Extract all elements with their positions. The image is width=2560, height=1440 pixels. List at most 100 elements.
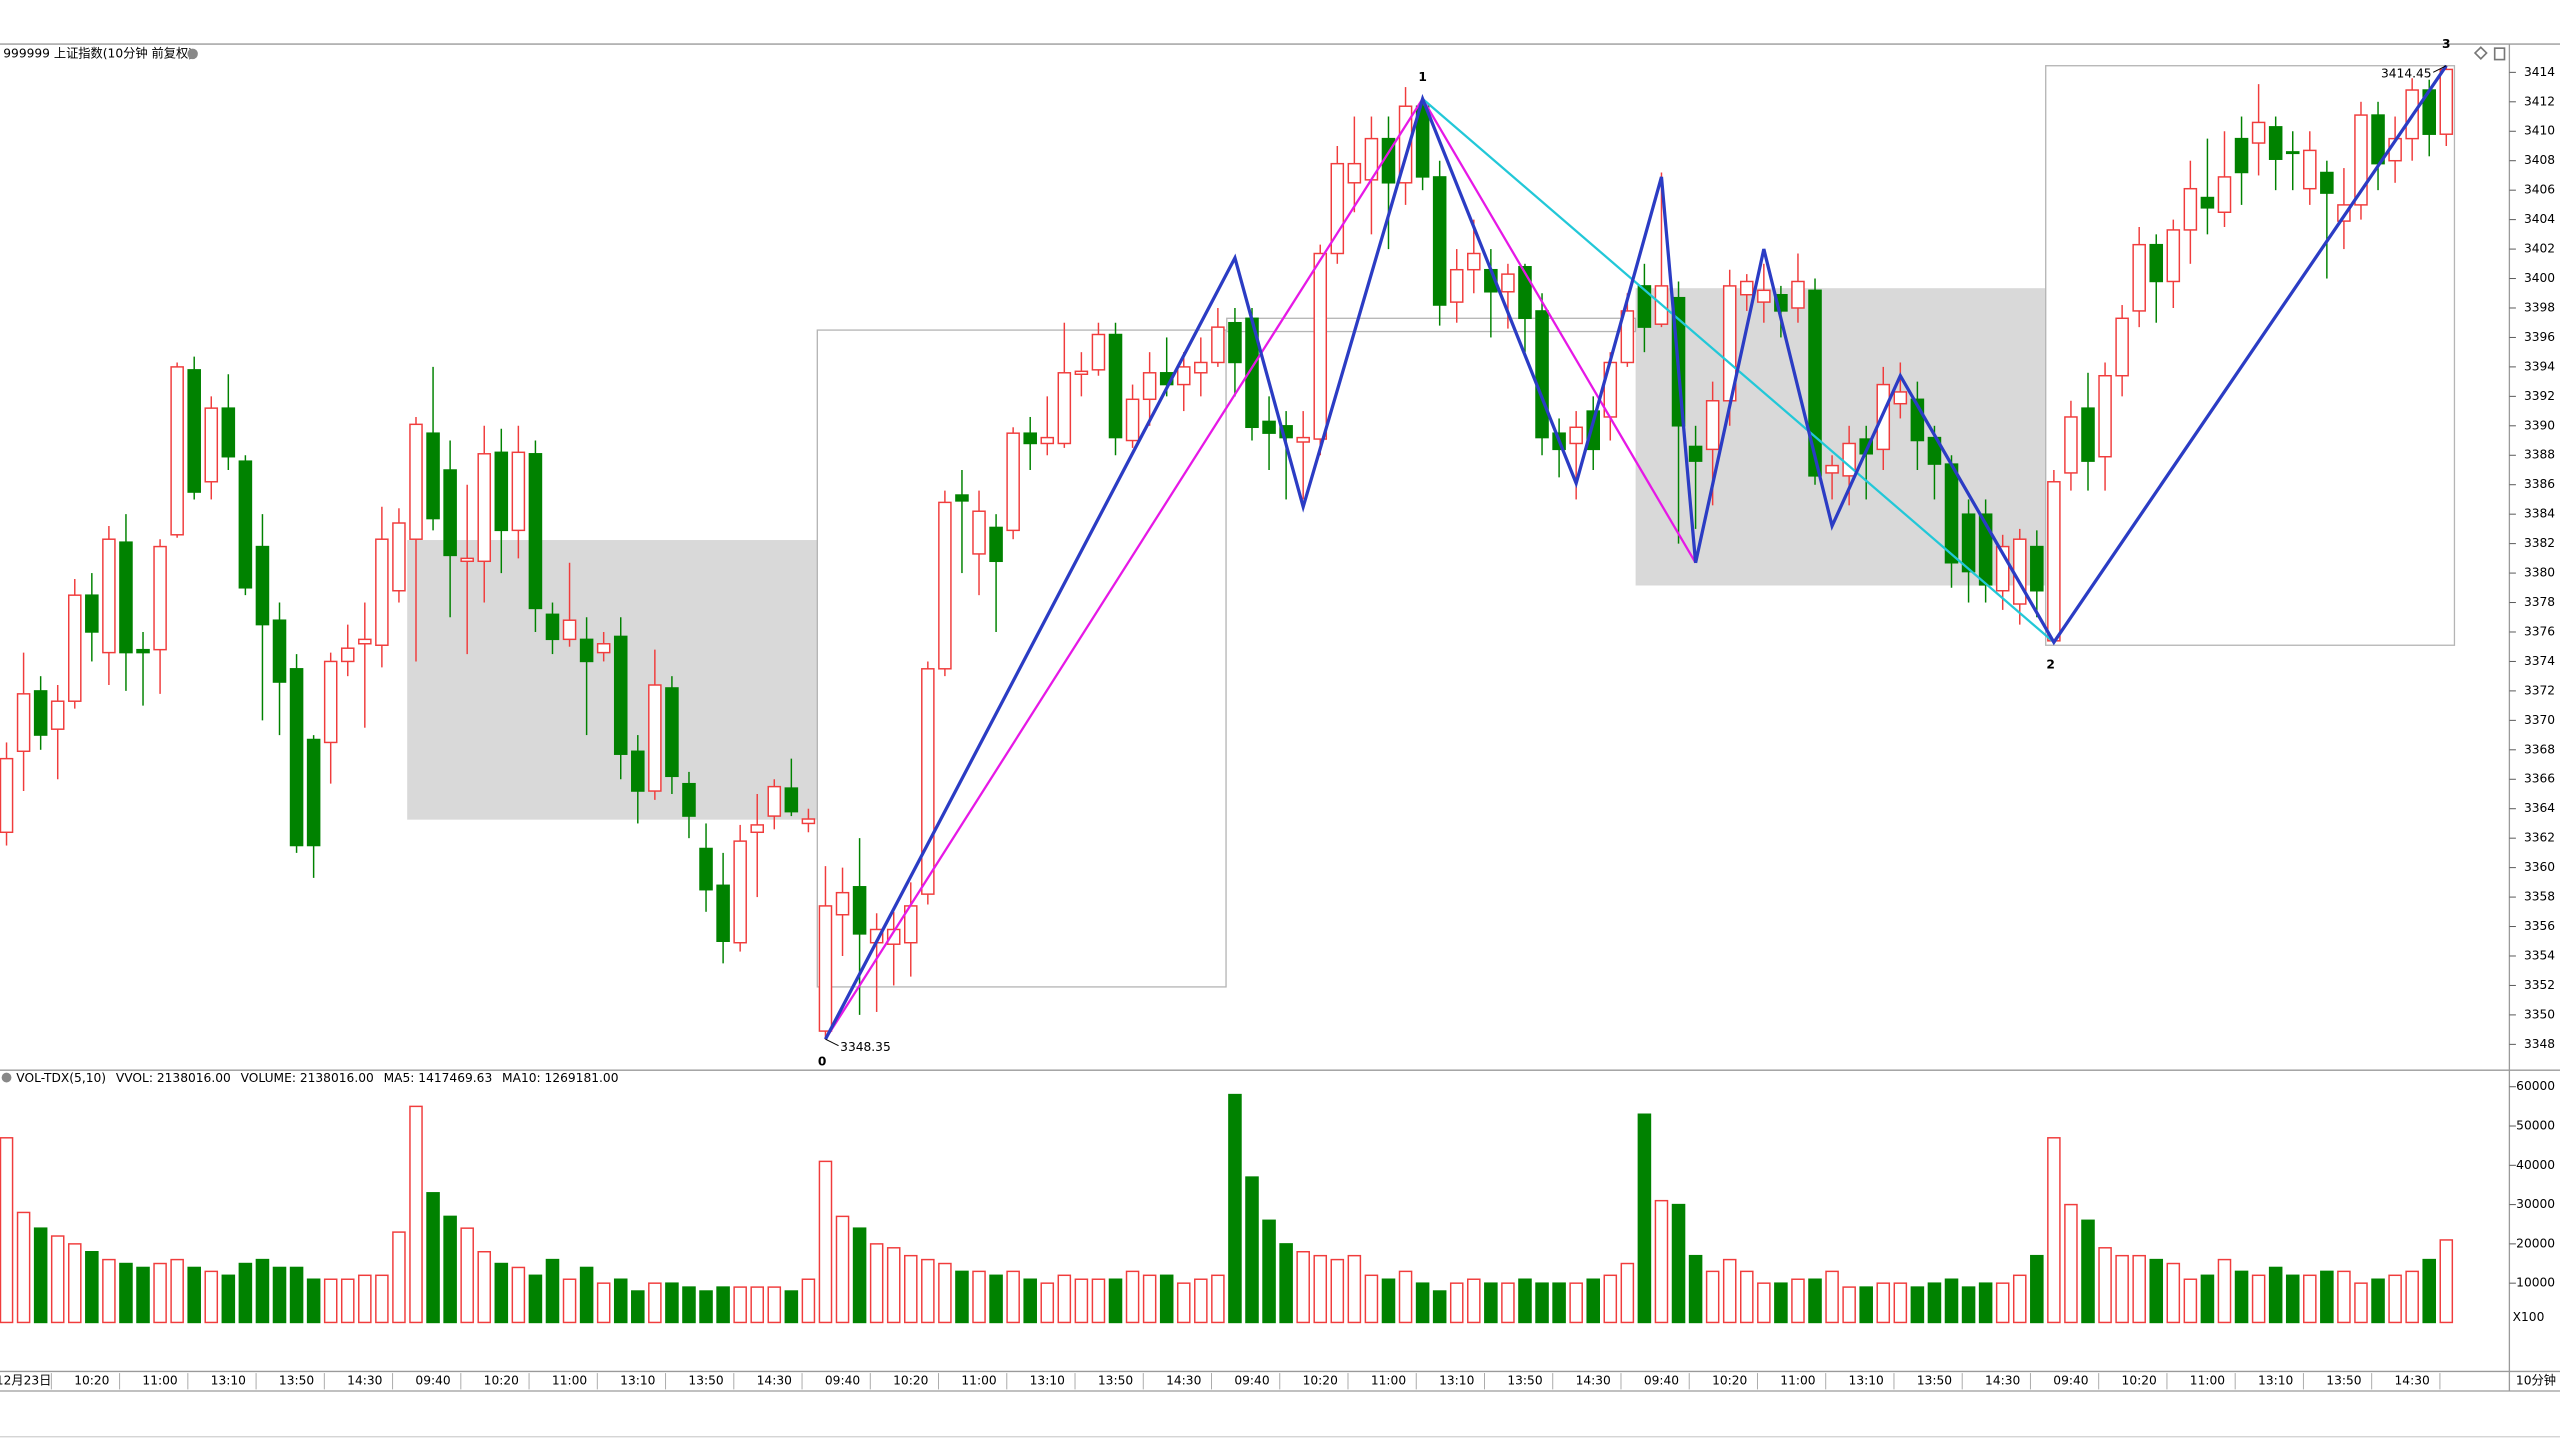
volume-bar [2405, 1270, 2419, 1324]
volume-bar [50, 1235, 65, 1324]
volume-bar [358, 1274, 372, 1324]
candle-body [938, 501, 952, 670]
y-tick-label: 3374 [2524, 654, 2555, 668]
window-icon[interactable] [2493, 47, 2506, 61]
candle-body [1023, 432, 1037, 445]
volume-bar [733, 1286, 747, 1324]
candle-body [2354, 114, 2368, 206]
volume-bar [1637, 1113, 1652, 1324]
candle-body [1211, 326, 1225, 364]
volume-bar [818, 1160, 833, 1324]
y-tick-label: 3400 [2524, 271, 2555, 285]
y-tick-label: 3354 [2524, 948, 2555, 962]
candle-body [33, 690, 48, 736]
volume-bar [1484, 1282, 1498, 1324]
candle-body [443, 469, 457, 557]
volume-bar [938, 1262, 952, 1324]
y-tick-label: 3376 [2524, 624, 2555, 638]
candle-body [1535, 310, 1549, 439]
volume-bar [835, 1215, 850, 1324]
candle-body [238, 460, 253, 589]
candle-body [1347, 162, 1362, 184]
candle-body [1279, 425, 1293, 439]
candle-body [0, 757, 14, 834]
volume-bar [255, 1258, 270, 1324]
volume-bar [2320, 1270, 2334, 1324]
volume-bar [2422, 1258, 2436, 1324]
volume-bar [1739, 1270, 1754, 1324]
volume-bar [579, 1266, 594, 1324]
candle-body [358, 638, 372, 645]
window-icon[interactable] [2473, 46, 2488, 60]
x-tick-label: 13:10 [1030, 1374, 1065, 1388]
candle-body [1415, 105, 1430, 178]
chart-title: 999999 上证指数(10分钟 前复权) [3, 45, 193, 60]
x-tick-label: 14:30 [2395, 1374, 2430, 1388]
x-tick-label: 13:50 [2326, 1374, 2361, 1388]
y-tick-label: 3372 [2524, 683, 2555, 697]
candle-body [2030, 545, 2044, 592]
x-tick-label: 11:00 [961, 1374, 996, 1388]
volume-bar [1142, 1274, 1157, 1324]
x-tick-label: 13:50 [279, 1374, 314, 1388]
volume-bar [494, 1262, 509, 1324]
volume-bar [323, 1278, 338, 1324]
overlay-box [407, 540, 818, 820]
candle-body [1893, 391, 1908, 405]
candle-body [255, 545, 270, 626]
volume-bar [784, 1290, 799, 1324]
candle-body [2132, 243, 2146, 312]
candle-body [2166, 229, 2181, 283]
volume-bar [528, 1274, 543, 1324]
y-tick-label: 3364 [2524, 801, 2555, 815]
candle-body [579, 638, 594, 663]
volume-bar [767, 1286, 782, 1324]
zigzag-line [824, 96, 1697, 1040]
volume-bar [2166, 1262, 2181, 1324]
y-tick-label: 3352 [2524, 978, 2555, 992]
volume-bar [1978, 1282, 1993, 1324]
price-mark-arrow [2433, 65, 2447, 73]
x-tick-label: 11:00 [1371, 1374, 1406, 1388]
volume-bar [1449, 1282, 1464, 1324]
period-label: 10分钟 [2516, 1373, 2556, 1388]
indicator-label: VOLUME: 2138016.00 [241, 1071, 374, 1085]
volume-bar [1603, 1274, 1618, 1324]
volume-bar [1415, 1282, 1430, 1324]
x-tick-label: 13:50 [1098, 1374, 1133, 1388]
candle-body [716, 884, 730, 942]
candle-body [1449, 268, 1464, 303]
wave-label: 3 [2442, 37, 2451, 51]
candle-body [426, 432, 440, 520]
volume-bar [2183, 1278, 2198, 1324]
candle-body [989, 526, 1003, 563]
candle-body [2303, 149, 2317, 190]
x-tick-label: 14:30 [1576, 1374, 1611, 1388]
x-tick-label: 10:20 [1303, 1374, 1338, 1388]
volume-bar [750, 1286, 765, 1324]
candle-body [1040, 436, 1055, 445]
candle-body [596, 643, 611, 654]
volume-bar [665, 1282, 679, 1324]
candle-body [545, 613, 560, 641]
volume-bar [170, 1258, 184, 1324]
candle-body [204, 407, 219, 483]
overlays: 0 1 2 3 3348.35 3414.45 [818, 37, 2451, 1069]
volume-bar [2388, 1274, 2402, 1324]
candle-body [972, 510, 986, 555]
y-tick-label: 3360 [2524, 860, 2555, 874]
volume-bar [1245, 1176, 1259, 1324]
volume-bar [204, 1270, 219, 1324]
volume-bar [1995, 1282, 2010, 1324]
x-tick-label: 14:30 [757, 1374, 792, 1388]
candle-body [665, 687, 679, 778]
candle-body [1057, 372, 1072, 445]
volume-bar [1501, 1282, 1515, 1324]
y-tick-label: 3398 [2524, 300, 2555, 314]
volume-bar [16, 1211, 31, 1324]
volume-bar [1262, 1219, 1276, 1324]
overlay-box [1226, 317, 1637, 333]
candle-body [2268, 126, 2283, 160]
volume-bar [1330, 1258, 1345, 1324]
